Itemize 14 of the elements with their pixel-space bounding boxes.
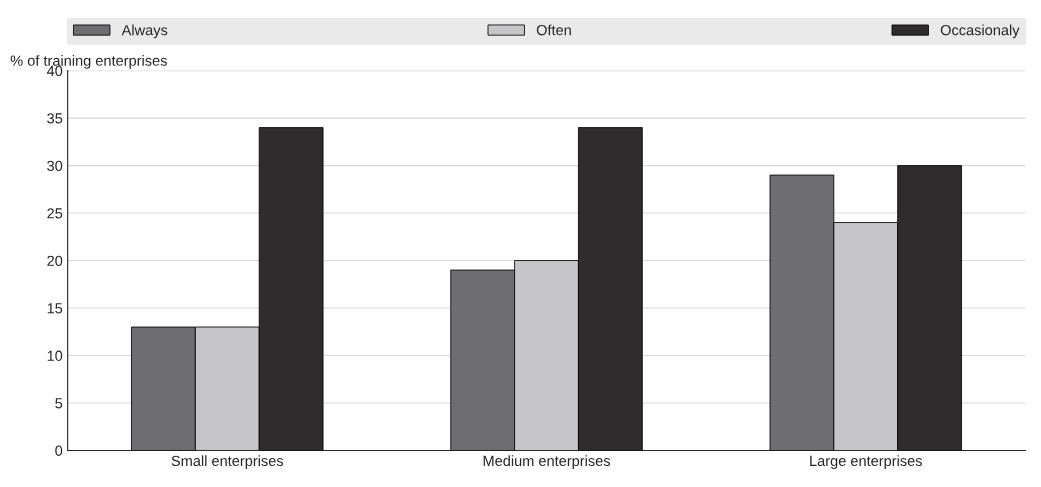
legend-label: Often (536, 24, 571, 36)
legend-label: Occasionaly (940, 24, 1020, 39)
y-tick-label: 5 (55, 398, 63, 409)
y-tick-label: 15 (47, 303, 63, 314)
y-tick-label: 0 (55, 445, 63, 456)
y-tick-label: 25 (47, 208, 63, 219)
x-tick-label: Large enterprises (810, 455, 922, 469)
x-tick-label: Medium enterprises (483, 455, 611, 469)
y-tick-label: 20 (47, 255, 63, 266)
y-tick-label: 10 (47, 350, 63, 361)
y-tick-label: 30 (47, 160, 63, 172)
x-tick-label: Small enterprises (171, 455, 284, 469)
y-tick-label: 35 (47, 113, 63, 124)
legend-label: Always (121, 24, 168, 39)
